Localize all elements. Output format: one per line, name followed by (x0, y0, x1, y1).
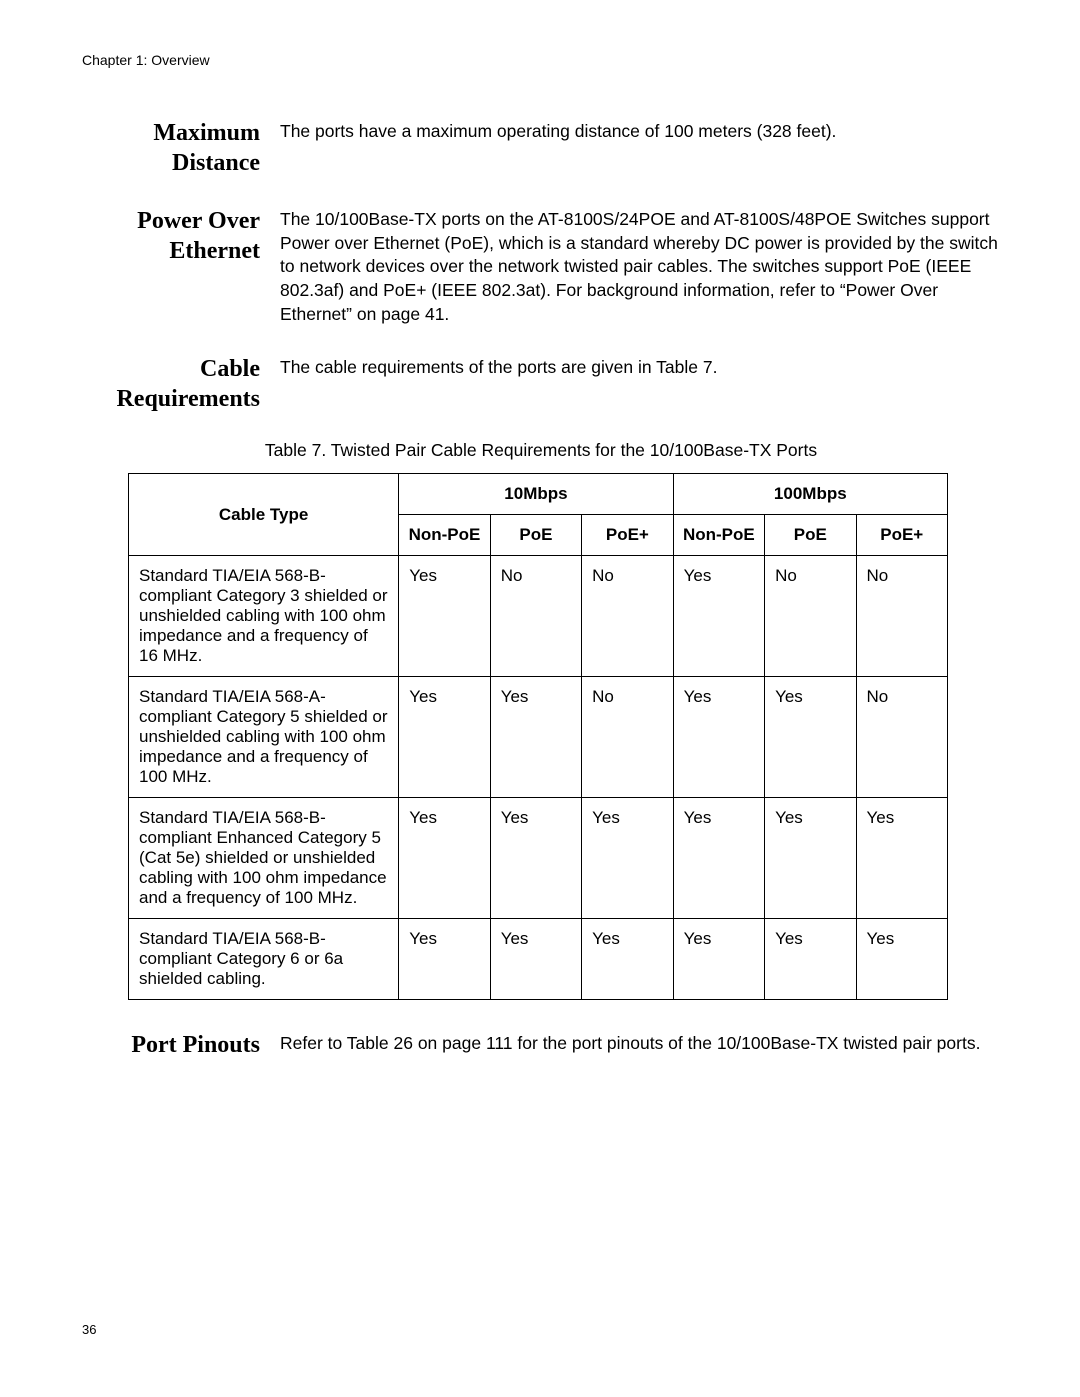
cell-value: Yes (856, 798, 947, 919)
section-cable-requirements: Cable Requirements The cable requirement… (82, 354, 1000, 414)
cell-value: Yes (673, 919, 764, 1000)
col-header-100-poeplus: PoE+ (856, 515, 947, 556)
label-text-line1: Cable (200, 356, 260, 382)
section-body-poe: The 10/100Base-TX ports on the AT-8100S/… (280, 206, 1000, 326)
cell-value: No (765, 556, 856, 677)
section-power-over-ethernet: Power Over Ethernet The 10/100Base-TX po… (82, 206, 1000, 326)
label-text-line2: Distance (172, 150, 260, 176)
label-text-line1: Maximum (153, 120, 260, 146)
cell-value: Yes (673, 556, 764, 677)
cable-requirements-table: Cable Type 10Mbps 100Mbps Non-PoE PoE Po… (128, 473, 948, 1000)
label-text-line2: Ethernet (169, 238, 260, 264)
section-body-cable-req: The cable requirements of the ports are … (280, 354, 1000, 414)
chapter-header: Chapter 1: Overview (82, 52, 1000, 68)
cell-value: Yes (490, 919, 581, 1000)
section-label-port-pinouts: Port Pinouts (82, 1030, 280, 1060)
col-header-10-nonpoe: Non-PoE (399, 515, 490, 556)
col-header-100mbps: 100Mbps (673, 474, 947, 515)
cell-value: Yes (399, 919, 490, 1000)
cell-value: Yes (399, 556, 490, 677)
col-header-100-poe: PoE (765, 515, 856, 556)
table-header: Cable Type 10Mbps 100Mbps Non-PoE PoE Po… (129, 474, 948, 556)
section-port-pinouts: Port Pinouts Refer to Table 26 on page 1… (82, 1030, 1000, 1060)
document-page: Chapter 1: Overview Maximum Distance The… (0, 0, 1080, 1397)
cell-cable-type: Standard TIA/EIA 568-B-compliant Enhance… (129, 798, 399, 919)
cell-value: Yes (765, 798, 856, 919)
cell-value: Yes (673, 798, 764, 919)
table-header-row-1: Cable Type 10Mbps 100Mbps (129, 474, 948, 515)
cell-value: No (582, 556, 673, 677)
section-label-poe: Power Over Ethernet (82, 206, 280, 326)
cell-value: Yes (673, 677, 764, 798)
cell-value: Yes (582, 919, 673, 1000)
cell-value: Yes (399, 798, 490, 919)
table-row: Standard TIA/EIA 568-B-compliant Enhance… (129, 798, 948, 919)
label-text-line1: Power Over (137, 208, 260, 234)
col-header-10-poe: PoE (490, 515, 581, 556)
cell-value: Yes (765, 919, 856, 1000)
cell-value: Yes (490, 677, 581, 798)
col-header-100-nonpoe: Non-PoE (673, 515, 764, 556)
table-row: Standard TIA/EIA 568-A-compliant Categor… (129, 677, 948, 798)
cell-cable-type: Standard TIA/EIA 568-A-compliant Categor… (129, 677, 399, 798)
cell-value: Yes (582, 798, 673, 919)
cell-value: No (582, 677, 673, 798)
col-header-10-poeplus: PoE+ (582, 515, 673, 556)
col-header-cable-type: Cable Type (129, 474, 399, 556)
cell-value: Yes (765, 677, 856, 798)
section-label-cable-req: Cable Requirements (82, 354, 280, 414)
page-number: 36 (82, 1322, 96, 1337)
section-body-port-pinouts: Refer to Table 26 on page 111 for the po… (280, 1030, 1000, 1060)
col-header-10mbps: 10Mbps (399, 474, 673, 515)
cell-value: Yes (399, 677, 490, 798)
label-text-line2: Requirements (116, 386, 260, 412)
table-row: Standard TIA/EIA 568-B-compliant Categor… (129, 556, 948, 677)
cell-value: No (856, 677, 947, 798)
cell-cable-type: Standard TIA/EIA 568-B-compliant Categor… (129, 919, 399, 1000)
section-maximum-distance: Maximum Distance The ports have a maximu… (82, 118, 1000, 178)
table-row: Standard TIA/EIA 568-B-compliant Categor… (129, 919, 948, 1000)
section-body-maximum-distance: The ports have a maximum operating dista… (280, 118, 1000, 178)
table-body: Standard TIA/EIA 568-B-compliant Categor… (129, 556, 948, 1000)
cell-value: Yes (856, 919, 947, 1000)
cell-value: Yes (490, 798, 581, 919)
section-label-maximum-distance: Maximum Distance (82, 118, 280, 178)
label-text: Port Pinouts (131, 1032, 260, 1058)
cell-value: No (490, 556, 581, 677)
table-caption: Table 7. Twisted Pair Cable Requirements… (82, 440, 1000, 461)
cell-cable-type: Standard TIA/EIA 568-B-compliant Categor… (129, 556, 399, 677)
cell-value: No (856, 556, 947, 677)
